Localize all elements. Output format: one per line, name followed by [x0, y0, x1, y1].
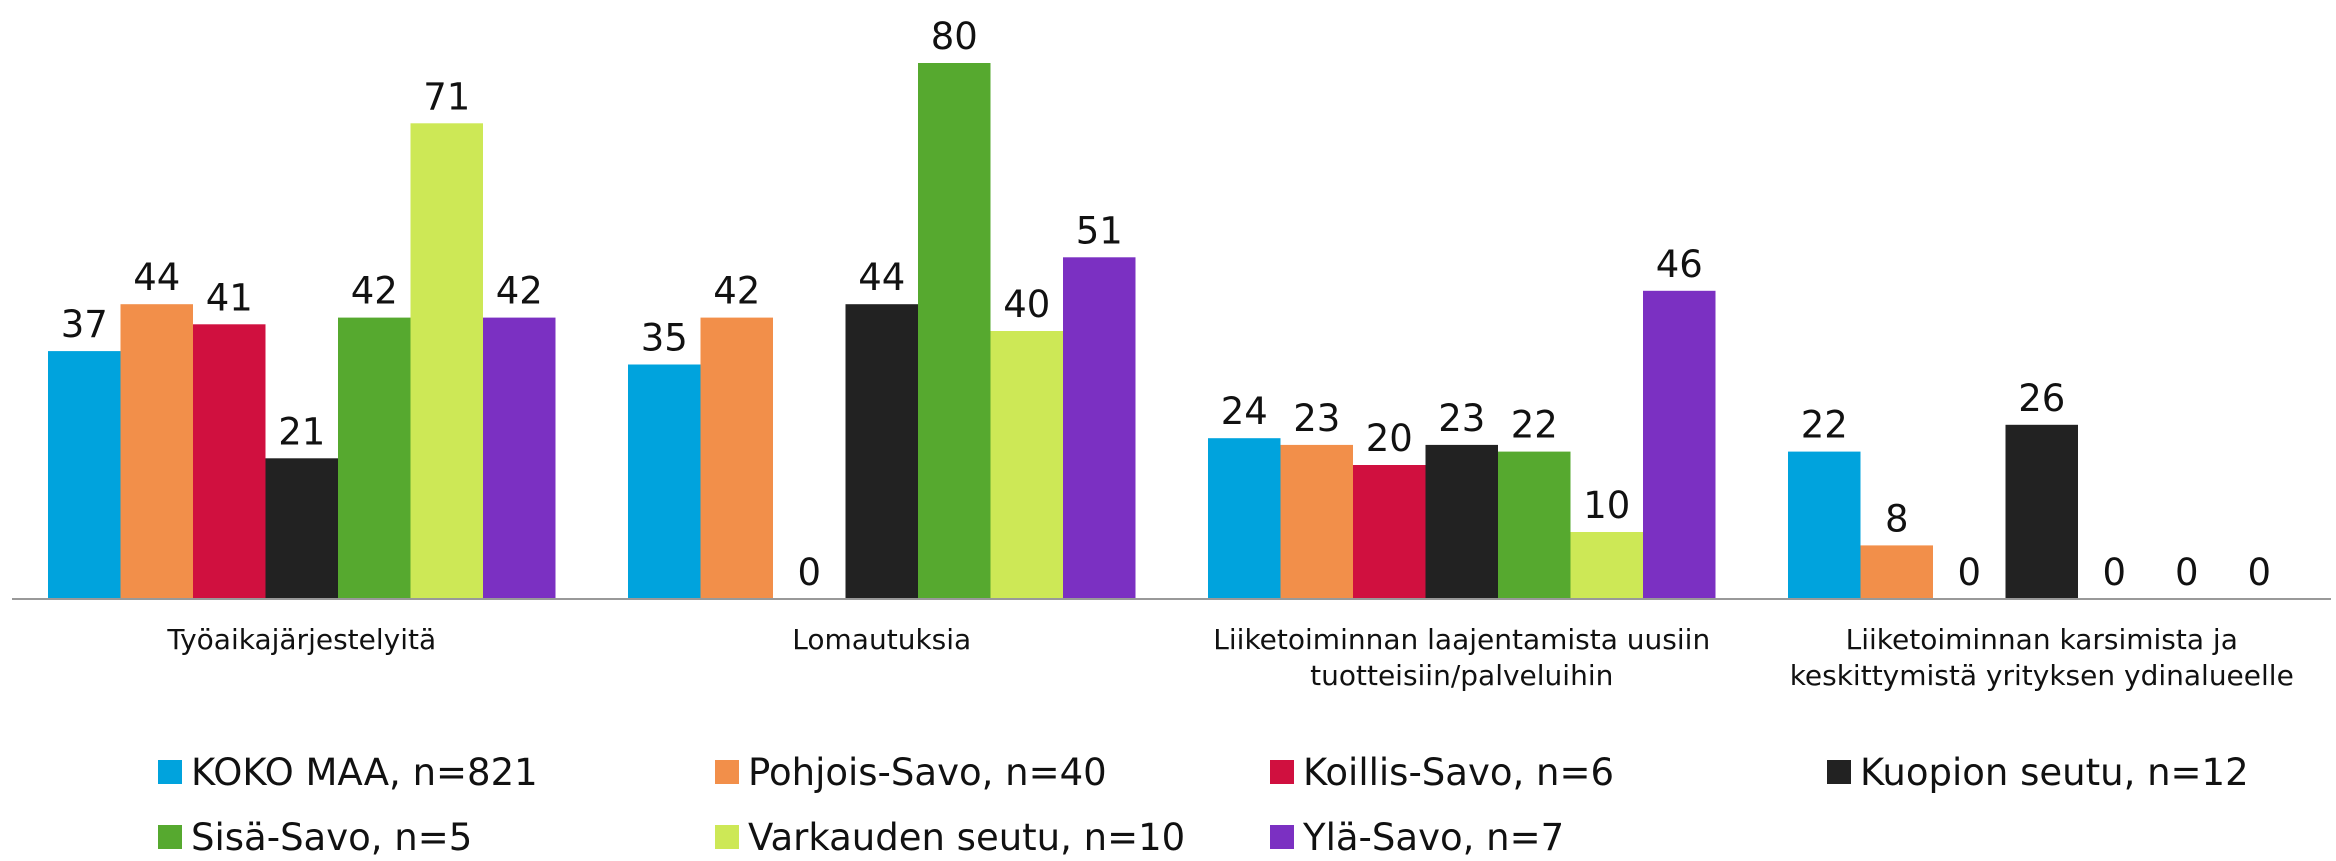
bar [1570, 532, 1643, 599]
x-tick-label: Liiketoiminnan karsimista ja keskittymis… [1789, 623, 2294, 692]
value-label: 35 [641, 317, 688, 360]
value-label: 24 [1221, 390, 1268, 433]
legend-label: Koillis-Savo, n=6 [1303, 751, 1614, 794]
value-label: 80 [931, 15, 978, 58]
value-label: 46 [1656, 243, 1703, 286]
bar [1498, 451, 1571, 599]
legend-label: Sisä-Savo, n=5 [191, 816, 472, 859]
bar [48, 351, 121, 599]
value-label: 51 [1076, 209, 1123, 252]
bar [265, 458, 338, 599]
legend-swatch [715, 825, 739, 849]
value-label: 44 [133, 256, 180, 299]
value-label: 71 [423, 75, 470, 118]
bar [1860, 545, 1933, 599]
legend-swatch [158, 825, 182, 849]
legend-swatch [1270, 760, 1294, 784]
value-label: 40 [1003, 283, 1050, 326]
legend-swatch [1827, 760, 1851, 784]
bar [628, 364, 701, 599]
legend-swatch [158, 760, 182, 784]
bar [483, 317, 556, 599]
bar [2005, 424, 2078, 599]
value-label: 37 [61, 303, 108, 346]
legend-label: KOKO MAA, n=821 [191, 751, 538, 794]
value-label: 8 [1885, 497, 1909, 540]
value-label: 0 [1957, 551, 1981, 594]
value-label: 23 [1438, 397, 1485, 440]
x-tick-label: Työaikajärjestelyitä [167, 623, 437, 656]
bar [1280, 444, 1353, 599]
value-label: 0 [797, 551, 821, 594]
bar [1425, 444, 1498, 599]
legend-label: Pohjois-Savo, n=40 [748, 751, 1107, 794]
value-label: 44 [858, 256, 905, 299]
legend-swatch [1270, 825, 1294, 849]
bar [1788, 451, 1861, 599]
value-label: 22 [1511, 404, 1558, 447]
value-label: 21 [278, 410, 325, 453]
value-label: 10 [1583, 484, 1630, 527]
bar [338, 317, 411, 599]
bar [990, 331, 1063, 599]
bar [845, 304, 918, 599]
value-label: 26 [2018, 377, 2065, 420]
value-label: 20 [1366, 417, 1413, 460]
value-label: 0 [2175, 551, 2199, 594]
bar [410, 123, 483, 600]
bar [700, 317, 773, 599]
bar [1643, 290, 1716, 599]
legend-label: Ylä-Savo, n=7 [1302, 816, 1564, 859]
value-label: 0 [2247, 551, 2271, 594]
x-tick-label: Liiketoiminnan laajentamista uusiin tuot… [1213, 623, 1711, 692]
bar [918, 63, 991, 599]
legend-swatch [715, 760, 739, 784]
bar [1208, 438, 1281, 599]
value-label: 23 [1293, 397, 1340, 440]
x-tick-label: Lomautuksia [792, 623, 972, 656]
value-label: 42 [496, 270, 543, 313]
bar [1063, 257, 1136, 599]
bar [1353, 465, 1426, 599]
value-label: 22 [1801, 404, 1848, 447]
legend-label: Varkauden seutu, n=10 [748, 816, 1185, 859]
value-label: 0 [2102, 551, 2126, 594]
bar [193, 324, 266, 599]
value-label: 42 [713, 270, 760, 313]
value-label: 42 [351, 270, 398, 313]
value-label: 41 [206, 276, 253, 319]
bar [120, 304, 193, 599]
legend-label: Kuopion seutu, n=12 [1860, 751, 2249, 794]
